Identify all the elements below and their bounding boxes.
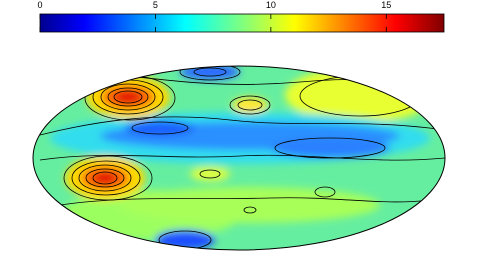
- colorbar-gradient: [39, 13, 445, 33]
- map-outline: [32, 65, 446, 251]
- map: [33, 66, 445, 250]
- colorbar-tick-label: 5: [153, 0, 158, 10]
- colorbar-tick-label: 15: [381, 0, 391, 10]
- colorbar-tick-label: 0: [37, 0, 42, 10]
- map-edge: [150, 248, 330, 262]
- colorbar-tick-label: 10: [266, 0, 276, 10]
- colorbar: 0 5 10 15: [37, 0, 445, 33]
